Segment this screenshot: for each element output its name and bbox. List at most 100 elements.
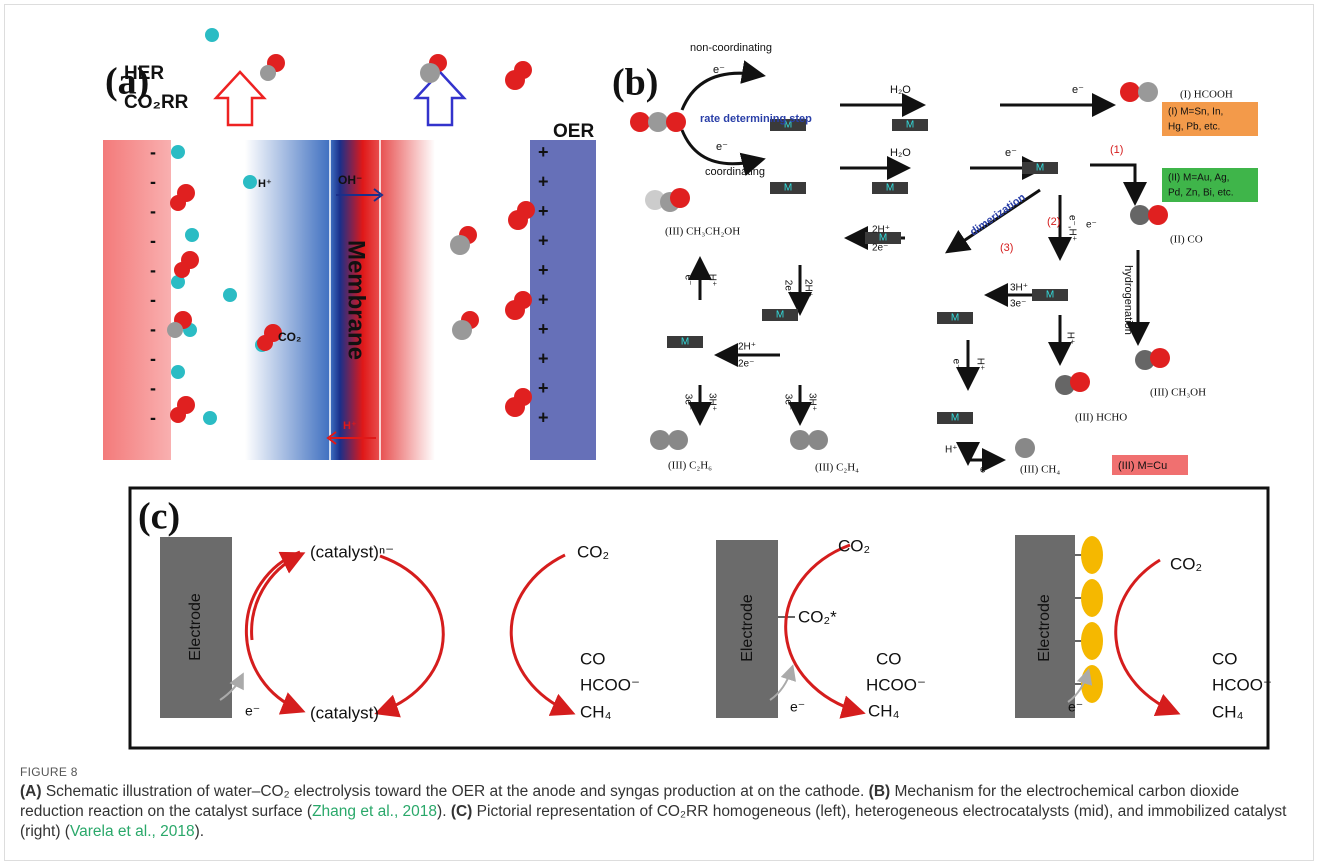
label: H⁺ xyxy=(945,445,958,456)
label: H⁺ xyxy=(706,274,717,287)
panel-label: (c) xyxy=(138,496,180,538)
atom xyxy=(1070,372,1090,392)
reference-link[interactable]: Zhang et al., 2018 xyxy=(312,803,437,820)
atom xyxy=(650,430,670,450)
label: (III) CH₄ xyxy=(1020,464,1060,476)
label: Electrode xyxy=(187,593,204,661)
charge-sign: - xyxy=(150,407,156,427)
metal-label: M xyxy=(951,313,959,324)
label: e⁻ xyxy=(713,64,725,76)
label: e⁻ xyxy=(950,359,961,370)
atom xyxy=(505,70,525,90)
label: (III) HCHO xyxy=(1075,412,1127,424)
label: 3e⁻ xyxy=(782,394,793,410)
label: CO xyxy=(1212,649,1238,668)
charge-sign: - xyxy=(150,230,156,250)
atom xyxy=(223,288,237,302)
label: (III) C₂H₄ xyxy=(815,462,859,474)
label: e⁻ xyxy=(1086,220,1097,231)
label: Electrode xyxy=(1036,594,1053,662)
label: 3H⁺ xyxy=(806,393,817,411)
figure-label: FIGURE 8 xyxy=(20,762,1305,782)
charge-sign: + xyxy=(538,407,549,427)
label: non-coordinating xyxy=(690,42,772,54)
label: CH₄ xyxy=(868,701,900,720)
label: e⁻ xyxy=(245,703,260,719)
label: CO xyxy=(580,649,606,668)
atom xyxy=(257,335,273,351)
label: 2e⁻ xyxy=(782,280,793,296)
caption-tag: (A) xyxy=(20,783,42,800)
panel-label: (b) xyxy=(612,62,658,104)
atom xyxy=(171,145,185,159)
charge-sign: + xyxy=(538,201,549,221)
charge-sign: - xyxy=(150,378,156,398)
label: (III) C₂H₆ xyxy=(668,460,712,472)
atom xyxy=(203,411,217,425)
charge-sign: + xyxy=(538,289,549,309)
label: 2e⁻ xyxy=(738,359,754,370)
label: (II) M=Au, Ag, xyxy=(1168,173,1229,184)
charge-sign: - xyxy=(150,319,156,339)
label: HER xyxy=(124,63,164,84)
label: (catalyst)ⁿ⁻ xyxy=(310,542,394,561)
label: e⁻ xyxy=(1068,699,1083,715)
atom xyxy=(420,63,440,83)
caption-text-part: Schematic illustration of water–CO₂ elec… xyxy=(42,783,865,800)
label: H⁺ xyxy=(1064,332,1075,345)
label: e⁻ xyxy=(682,275,693,286)
label: e⁻ xyxy=(1072,84,1084,96)
label: dimerization xyxy=(968,191,1028,238)
atom xyxy=(1130,205,1150,225)
caption-text: (A) Schematic illustration of water–CO₂ … xyxy=(20,782,1305,842)
atom xyxy=(1015,438,1035,458)
label: 2e⁻ xyxy=(872,243,888,254)
label: (III) CH₃CH₂OH xyxy=(665,226,740,238)
atom xyxy=(505,397,525,417)
metal-label: M xyxy=(681,337,689,348)
label: (catalyst) xyxy=(310,703,379,722)
charge-sign: + xyxy=(538,142,549,162)
atom xyxy=(260,65,276,81)
metal-label: M xyxy=(1036,163,1044,174)
charge-sign: - xyxy=(150,260,156,280)
atom xyxy=(508,210,528,230)
metal-label: M xyxy=(886,183,894,194)
charge-sign: - xyxy=(150,348,156,368)
label: e⁻ xyxy=(1005,147,1017,159)
label: coordinating xyxy=(705,166,765,178)
metal-label: M xyxy=(1046,290,1054,301)
charge-sign: + xyxy=(538,319,549,339)
atom xyxy=(205,28,219,42)
label: e⁻,H⁺ xyxy=(1066,215,1077,241)
charge-sign: - xyxy=(150,142,156,162)
atom xyxy=(1120,82,1140,102)
label: rate determining step xyxy=(700,113,812,125)
label: e⁻ xyxy=(716,141,728,153)
charge-sign: + xyxy=(538,260,549,280)
label: CO₂ xyxy=(1170,554,1202,573)
charge-sign: - xyxy=(150,171,156,191)
label: Membrane xyxy=(343,240,370,360)
label: CH₄ xyxy=(580,702,612,721)
atom xyxy=(450,235,470,255)
label: OER xyxy=(553,121,594,142)
caption-text-part: ). xyxy=(195,823,204,840)
metal-label: M xyxy=(776,310,784,321)
metal-label: M xyxy=(951,413,959,424)
label: HCOO⁻ xyxy=(1212,675,1272,694)
metal-label: M xyxy=(784,183,792,194)
label: CO₂* xyxy=(798,607,837,626)
atom xyxy=(630,112,650,132)
label: HCOO⁻ xyxy=(866,675,926,694)
label: H₂O xyxy=(890,84,911,96)
atom xyxy=(505,300,525,320)
label: CO₂ xyxy=(278,330,301,344)
atom xyxy=(171,365,185,379)
atom xyxy=(790,430,810,450)
label: e⁻ xyxy=(980,465,991,476)
label: CO₂ xyxy=(577,542,609,561)
label: HCOO⁻ xyxy=(580,675,640,694)
reference-link[interactable]: Varela et al., 2018 xyxy=(70,823,195,840)
figure: MMMMMMMMMMM (a)HERCO₂RROERH⁺OH⁻MembraneC… xyxy=(0,0,1320,760)
